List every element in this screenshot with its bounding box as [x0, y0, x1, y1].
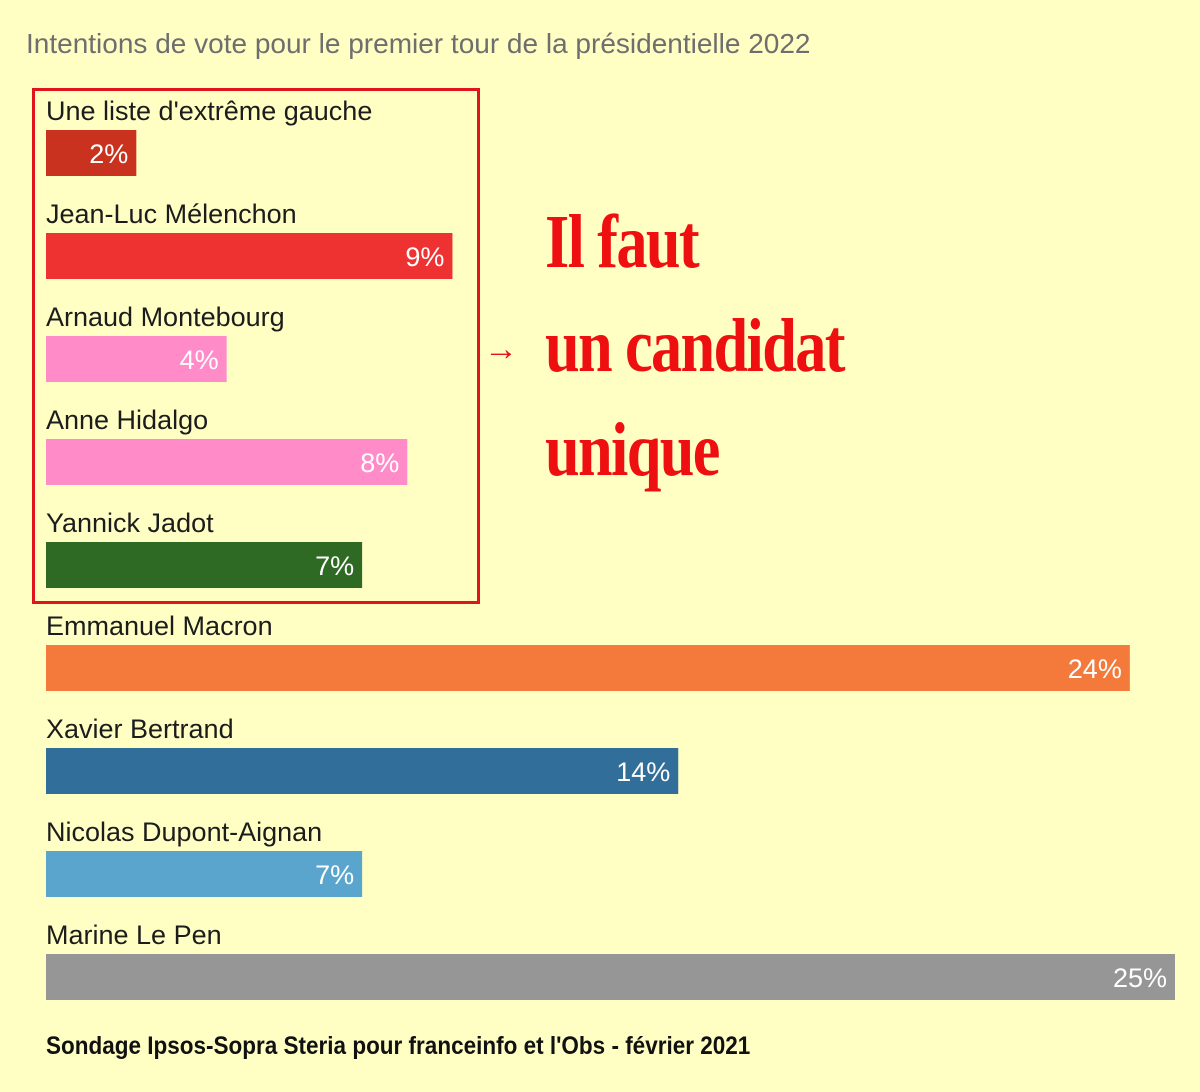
value-label: 9% [405, 242, 444, 272]
bar [46, 748, 679, 794]
category-label: Nicolas Dupont-Aignan [46, 817, 322, 847]
annotation-line-3: unique [545, 408, 720, 492]
bar [46, 233, 453, 279]
category-label: Emmanuel Macron [46, 611, 273, 641]
value-label: 8% [360, 448, 399, 478]
chart-title: Intentions de vote pour le premier tour … [26, 28, 811, 59]
bar [46, 336, 227, 382]
annotation-arrow: → [484, 330, 518, 368]
bar [46, 439, 408, 485]
source-caption: Sondage Ipsos-Sopra Steria pour francein… [46, 1032, 751, 1060]
value-label: 7% [315, 860, 354, 890]
bar [46, 954, 1175, 1000]
category-label: Xavier Bertrand [46, 714, 234, 744]
category-label: Marine Le Pen [46, 920, 222, 950]
value-label: 4% [180, 345, 219, 375]
annotation-line-1: Il faut [545, 200, 700, 284]
bar [46, 130, 137, 176]
category-label: Anne Hidalgo [46, 405, 208, 435]
value-label: 25% [1113, 963, 1167, 993]
bar [46, 851, 363, 897]
category-label: Une liste d'extrême gauche [46, 96, 372, 126]
value-label: 7% [315, 551, 354, 581]
category-label: Arnaud Montebourg [46, 302, 285, 332]
annotation-text: Il faut un candidat unique [545, 190, 846, 502]
category-label: Jean-Luc Mélenchon [46, 199, 297, 229]
category-label: Yannick Jadot [46, 508, 214, 538]
bar [46, 542, 363, 588]
value-label: 14% [616, 757, 670, 787]
left-candidates-highlight-box [32, 88, 480, 604]
value-label: 2% [89, 139, 128, 169]
bar [46, 645, 1130, 691]
annotation-line-2: un candidat [545, 304, 846, 388]
value-label: 24% [1068, 654, 1122, 684]
